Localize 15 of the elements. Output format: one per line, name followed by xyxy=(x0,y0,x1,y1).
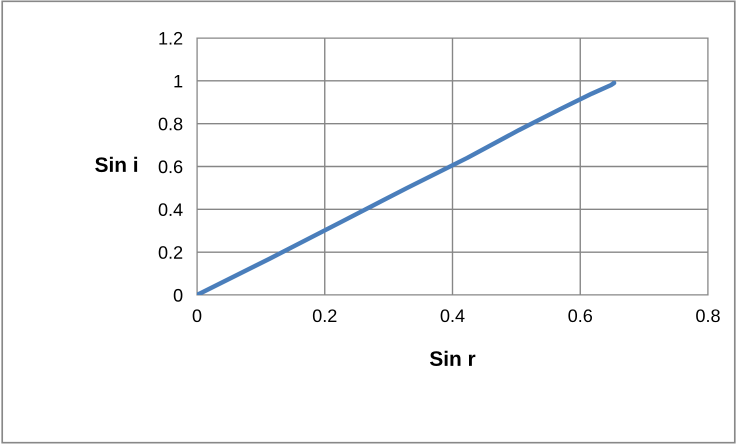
x-tick-label: 0.4 xyxy=(440,309,465,322)
y-tick-label: 0.8 xyxy=(158,118,182,130)
y-tick-label: 0.2 xyxy=(158,246,182,259)
x-tick-label: 0.8 xyxy=(696,309,720,322)
y-axis-title: Sin i xyxy=(95,156,138,172)
line-series xyxy=(197,80,616,295)
x-axis-title: Sin r xyxy=(430,350,476,366)
x-tick-label: 0 xyxy=(192,309,202,322)
y-tick-label: 0 xyxy=(174,288,182,302)
x-tick-label: 0.6 xyxy=(568,309,592,322)
x-tick-label: 0.2 xyxy=(312,309,336,322)
y-tick-label: 1 xyxy=(174,74,182,88)
y-tick-label: 1.2 xyxy=(159,32,182,45)
y-tick-label: 0.4 xyxy=(158,203,183,216)
y-tick-label: 0.6 xyxy=(158,160,182,174)
